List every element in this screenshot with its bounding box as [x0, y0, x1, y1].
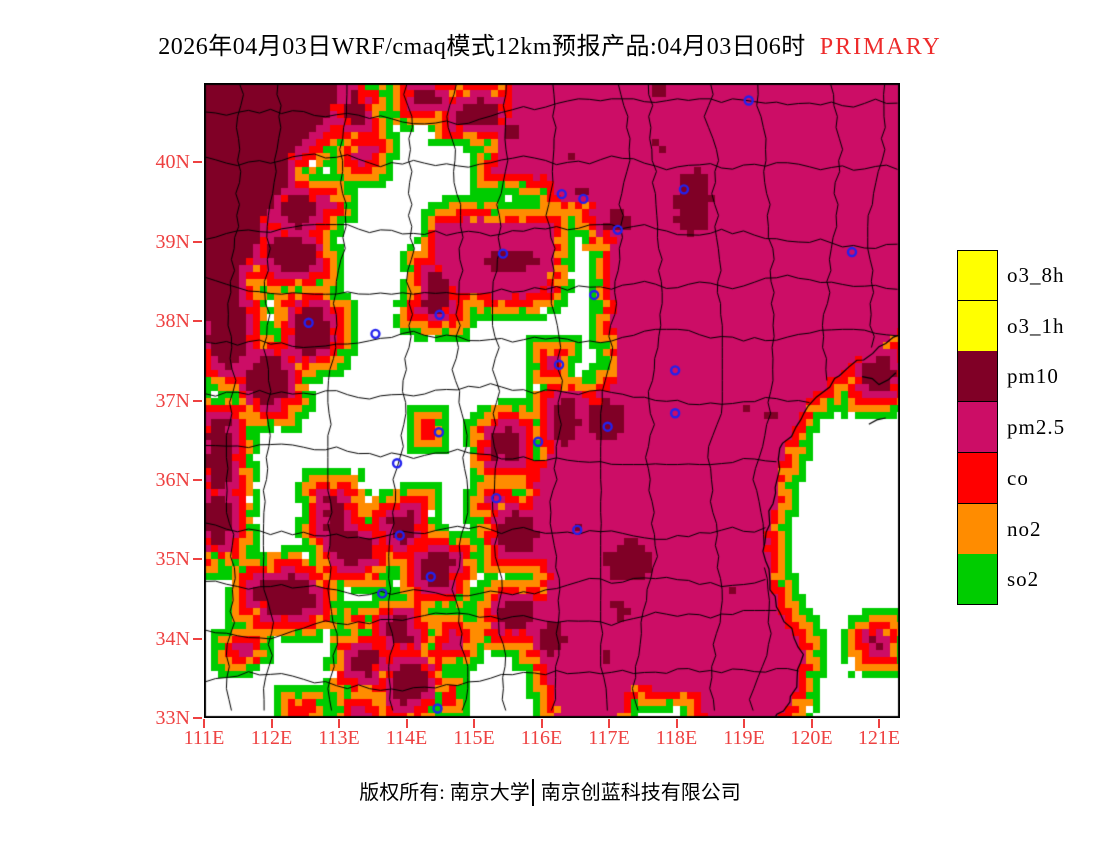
- x-axis-tick: [473, 719, 475, 728]
- y-axis-tick: [193, 717, 202, 719]
- legend-row-co: co: [957, 452, 1100, 504]
- x-axis-tick: [675, 719, 678, 728]
- y-axis-tick: [193, 240, 202, 243]
- legend-label-co: co: [1007, 465, 1029, 490]
- legend-swatch-o3_1h: [957, 300, 998, 352]
- legend-row-so2: so2: [957, 554, 1100, 606]
- x-axis-label-113E: 113E: [318, 727, 360, 749]
- y-axis-tick: [193, 478, 202, 481]
- y-axis-tick: [193, 399, 202, 402]
- x-axis-label-120E: 120E: [790, 727, 833, 749]
- x-axis-label-114E: 114E: [385, 727, 428, 749]
- x-axis-tick: [743, 719, 745, 728]
- y-axis-tick: [193, 558, 202, 561]
- x-axis-tick: [608, 719, 610, 728]
- y-axis-label-40N: 40N: [155, 151, 190, 174]
- legend-label-o3_1h: o3_1h: [1007, 313, 1065, 338]
- legend-row-pm10: pm10: [957, 351, 1100, 403]
- x-axis-tick: [810, 719, 813, 728]
- x-axis-label-112E: 112E: [250, 727, 293, 749]
- y-axis-tick: [193, 320, 202, 323]
- y-axis-tick: [193, 161, 202, 164]
- x-axis-tick: [405, 719, 408, 728]
- y-axis-label-37N: 37N: [155, 389, 190, 412]
- x-axis-label-111E: 111E: [183, 727, 225, 749]
- legend-swatch-so2: [957, 554, 998, 606]
- legend-swatch-no2: [957, 503, 998, 555]
- y-axis-label-36N: 36N: [155, 468, 190, 491]
- y-axis-label-39N: 39N: [155, 230, 190, 253]
- x-axis-label-116E: 116E: [520, 727, 563, 749]
- x-axis-tick: [203, 719, 205, 728]
- x-axis-label-121E: 121E: [857, 727, 901, 749]
- legend-label-no2: no2: [1007, 516, 1042, 541]
- title-primary-tag: PRIMARY: [819, 34, 942, 60]
- y-axis-tick: [193, 637, 202, 640]
- legend-swatch-pm10: [957, 351, 998, 403]
- copyright-line: 版权所有: 南京大学 南京创蓝科技有限公司: [0, 776, 1100, 806]
- y-axis-label-38N: 38N: [155, 310, 190, 333]
- title-main: 2026年04月03日WRF/cmaq模式12km预报产品:04月03日06时: [158, 34, 806, 60]
- copyright-divider: [531, 779, 534, 806]
- legend-label-pm10: pm10: [1007, 364, 1059, 389]
- legend-row-no2: no2: [957, 503, 1100, 555]
- legend-row-pm2.5: pm2.5: [957, 402, 1100, 454]
- copyright-right: 南京创蓝科技有限公司: [540, 782, 741, 804]
- x-axis-tick: [540, 719, 543, 728]
- page-title: 2026年04月03日WRF/cmaq模式12km预报产品:04月03日06时 P…: [0, 26, 1100, 61]
- x-axis-tick: [338, 719, 340, 728]
- legend-swatch-o3_8h: [957, 250, 998, 301]
- legend-swatch-pm2.5: [957, 402, 998, 454]
- x-axis-label-117E: 117E: [588, 727, 630, 749]
- pollutant-forecast-map: [204, 83, 900, 718]
- x-axis-tick: [878, 719, 880, 728]
- x-axis-tick: [270, 719, 273, 728]
- legend-label-so2: so2: [1007, 567, 1040, 592]
- legend-row-o3_8h: o3_8h: [957, 250, 1100, 301]
- x-axis-label-118E: 118E: [655, 727, 698, 749]
- y-axis-label-35N: 35N: [155, 548, 190, 571]
- legend-label-o3_8h: o3_8h: [1007, 263, 1065, 287]
- legend-row-o3_1h: o3_1h: [957, 300, 1100, 352]
- legend-label-pm2.5: pm2.5: [1007, 415, 1066, 440]
- y-axis-label-34N: 34N: [155, 627, 190, 650]
- copyright-left: 版权所有: 南京大学: [359, 782, 530, 804]
- x-axis-label-119E: 119E: [723, 727, 765, 749]
- legend-swatch-co: [957, 452, 998, 504]
- y-axis-label-33N: 33N: [155, 707, 190, 729]
- x-axis-label-115E: 115E: [453, 727, 495, 749]
